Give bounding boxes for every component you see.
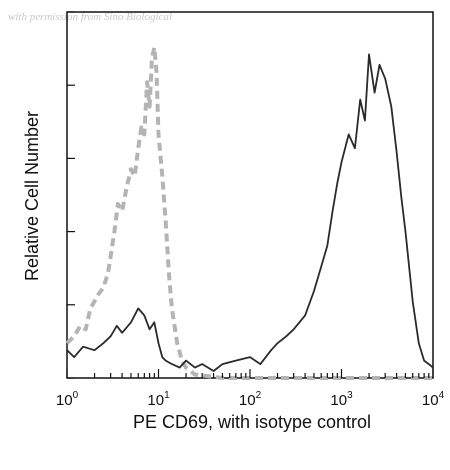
- x-axis-ticks: [66, 369, 434, 378]
- isotype-control-line: [65, 45, 433, 380]
- sample-line: [66, 53, 434, 372]
- x-tick-label: 101: [147, 390, 170, 409]
- watermark-text: with permission from Sino Biological: [8, 11, 172, 23]
- y-axis-title: Relative Cell Number: [22, 111, 42, 281]
- x-axis-title: PE CD69, with isotype control: [133, 412, 371, 432]
- x-tick-label: 102: [239, 390, 262, 409]
- plot-frame: [66, 11, 434, 379]
- x-axis-tick-labels: 100 101 102 103 104: [56, 390, 445, 409]
- y-axis-ticks: [67, 11, 75, 379]
- x-tick-label: 100: [56, 390, 79, 409]
- plot-area: [65, 11, 434, 380]
- x-tick-label: 103: [330, 390, 353, 409]
- x-tick-label: 104: [422, 390, 445, 409]
